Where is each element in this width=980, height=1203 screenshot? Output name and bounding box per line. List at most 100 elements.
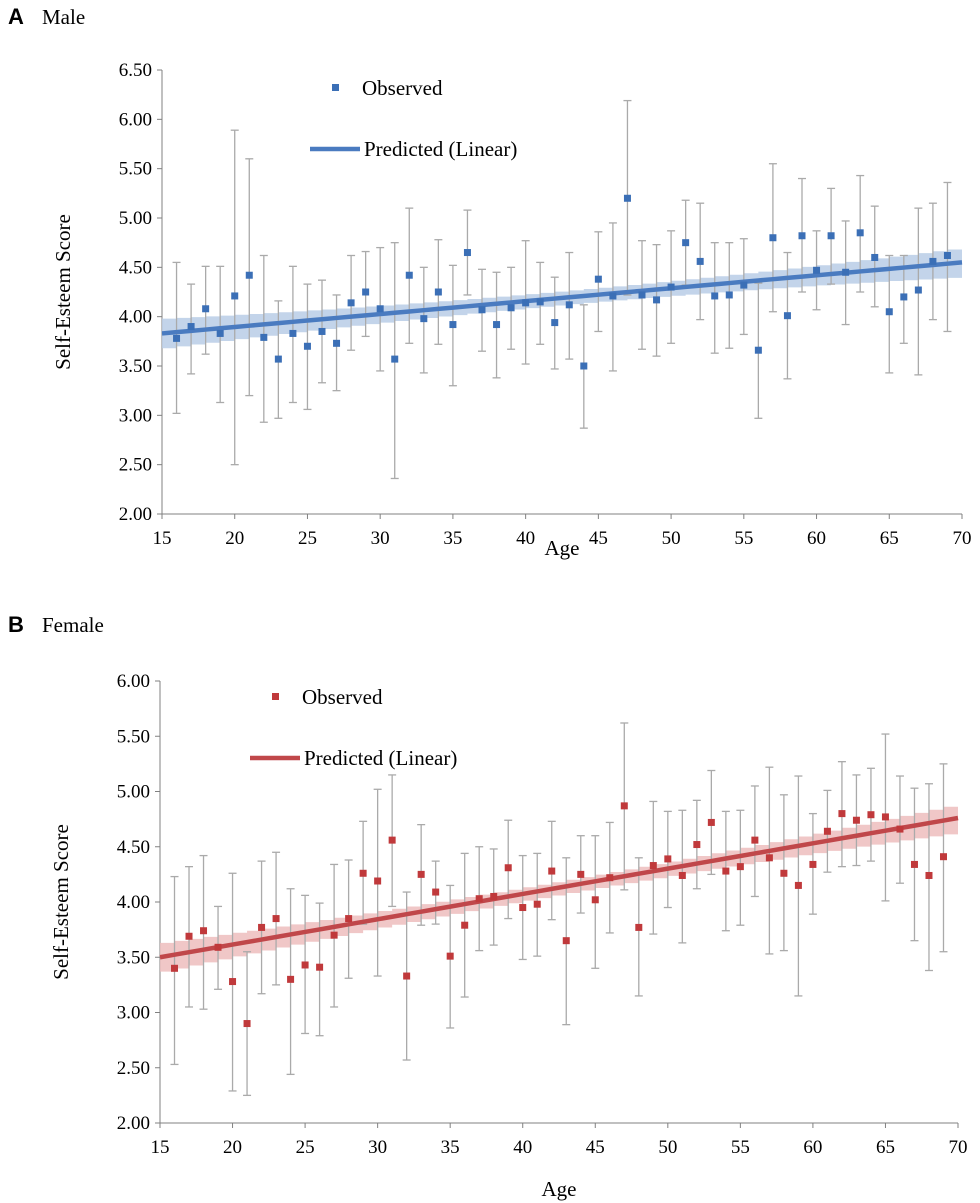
observed-point	[362, 288, 370, 296]
observed-point	[649, 862, 657, 870]
observed-point	[707, 818, 715, 826]
panel-a-male: A Male Self-Esteem Score Age 2.00 2.50 3.0…	[8, 4, 972, 560]
observed-point	[214, 943, 222, 951]
observed-point	[740, 281, 748, 289]
observed-point	[609, 292, 617, 300]
observed-point	[623, 194, 631, 202]
x-tick-label: 25	[298, 528, 317, 549]
observed-point	[914, 286, 922, 294]
observed-point	[736, 863, 744, 871]
observed-point	[711, 292, 719, 300]
x-tick-label: 20	[225, 528, 244, 549]
panel-title: Male	[42, 5, 85, 29]
observed-point	[562, 937, 570, 945]
observed-point	[842, 268, 850, 276]
y-tick-label: 2.00	[119, 504, 152, 525]
observed-point	[274, 355, 282, 363]
observed-point	[885, 308, 893, 316]
observed-point	[693, 841, 701, 849]
panel-letter: A	[8, 4, 24, 29]
observed-point	[376, 305, 384, 313]
x-tick-label: 15	[153, 528, 172, 549]
legend: Observed Predicted (Linear)	[310, 76, 517, 161]
observed-point	[504, 864, 512, 872]
observed-point	[475, 895, 483, 903]
x-tick-label: 60	[803, 1137, 822, 1158]
observed-point	[780, 869, 788, 877]
y-tick-label: 4.50	[119, 257, 152, 278]
observed-point	[591, 896, 599, 904]
x-tick-label: 60	[807, 528, 826, 549]
observed-point	[751, 836, 759, 844]
observed-point	[577, 870, 585, 878]
observed-point	[303, 342, 311, 350]
observed-point	[461, 921, 469, 929]
x-axis-label: Age	[545, 536, 580, 560]
observed-point	[725, 291, 733, 299]
predicted-line	[161, 260, 963, 336]
observed-point	[580, 362, 588, 370]
observed-point	[490, 892, 498, 900]
observed-point	[925, 871, 933, 879]
y-tick-label: 4.00	[117, 892, 150, 913]
x-tick-label: 35	[443, 528, 462, 549]
observed-point	[449, 321, 457, 329]
observed-point	[289, 329, 297, 337]
observed-point	[929, 257, 937, 265]
observed-point	[333, 339, 341, 347]
observed-point	[533, 900, 541, 908]
panel-b-female: B Female Self-Esteem Score Age 2.00 2.50 3…	[8, 612, 968, 1201]
y-tick-label: 5.50	[119, 159, 152, 180]
observed-point	[185, 932, 193, 940]
x-tick-label: 65	[876, 1137, 895, 1158]
observed-point	[202, 305, 210, 313]
observed-point	[301, 961, 309, 969]
x-tick-label: 15	[151, 1137, 170, 1158]
y-tick-label: 3.00	[119, 405, 152, 426]
x-tick-label: 20	[223, 1137, 242, 1158]
observed-point	[638, 291, 646, 299]
x-tick-label: 45	[589, 528, 608, 549]
observed-point	[403, 972, 411, 980]
observed-point	[316, 963, 324, 971]
observed-point	[522, 299, 530, 307]
observed-point	[478, 306, 486, 314]
observed-point	[653, 296, 661, 304]
x-tick-label: 35	[441, 1137, 460, 1158]
observed-point	[391, 355, 399, 363]
x-tick-label: 40	[513, 1137, 532, 1158]
legend-observed-marker	[272, 693, 279, 700]
y-tick-label: 6.00	[119, 109, 152, 130]
observed-point	[910, 860, 918, 868]
x-tick-label: 65	[880, 528, 899, 549]
observed-point	[664, 855, 672, 863]
x-axis-label: Age	[542, 1177, 577, 1201]
observed-point	[347, 299, 355, 307]
observed-point	[696, 257, 704, 265]
x-tick-label: 50	[658, 1137, 677, 1158]
x-tick-label: 30	[368, 1137, 387, 1158]
observed-point	[823, 827, 831, 835]
y-tick-label: 2.00	[117, 1113, 150, 1134]
observed-point	[943, 251, 951, 259]
observed-point	[345, 915, 353, 923]
observed-point	[551, 319, 559, 327]
observed-point	[565, 301, 573, 309]
observed-point	[765, 854, 773, 862]
observed-point	[359, 869, 367, 877]
observed-point	[245, 271, 253, 279]
observed-point	[548, 867, 556, 875]
legend-observed-label: Observed	[302, 685, 383, 709]
legend-predicted-label: Predicted (Linear)	[364, 137, 517, 161]
observed-point	[493, 321, 501, 329]
y-axis-label: Self-Esteem Score	[51, 214, 75, 370]
legend-observed-label: Observed	[362, 76, 443, 100]
observed-point	[881, 813, 889, 821]
predicted-line	[159, 815, 959, 960]
observed-point	[231, 292, 239, 300]
observed-point	[794, 881, 802, 889]
observed-point	[867, 811, 875, 819]
observed-point	[374, 877, 382, 885]
observed-point	[463, 249, 471, 257]
y-tick-label: 3.50	[117, 947, 150, 968]
